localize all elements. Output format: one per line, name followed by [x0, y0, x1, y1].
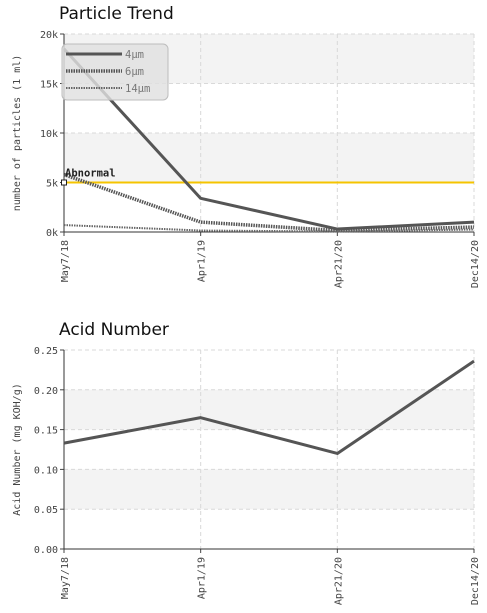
y-tick-label: 0.15 [34, 426, 58, 437]
series-line-1 [63, 172, 475, 233]
y-tick-label: 0.20 [34, 386, 58, 397]
y-tick-label: 0.00 [34, 545, 58, 556]
series-line-2 [63, 224, 475, 233]
y-axis-label: number of particles (1 ml) [12, 55, 23, 212]
series-line-0 [62, 47, 475, 231]
legend-label: 14µm [125, 83, 150, 95]
x-tick-label: Apr1/19 [197, 240, 208, 282]
grid-band [64, 133, 474, 183]
y-tick-label: 0k [46, 228, 58, 239]
abnormal-label: Abnormal [65, 168, 116, 180]
legend-label: 4µm [125, 49, 144, 61]
y-axis-label: Acid Number (mg KOH/g) [12, 383, 23, 515]
acid-number-title: Acid Number [59, 320, 169, 340]
legend-label: 6µm [125, 66, 144, 78]
y-tick-label: 20k [40, 30, 58, 41]
x-tick-label: May7/18 [60, 557, 71, 599]
y-tick-label: 15k [40, 80, 58, 91]
x-tick-label: Apr21/20 [333, 557, 344, 605]
y-tick-label: 0.10 [34, 465, 58, 476]
series-line-0 [63, 359, 475, 455]
x-tick-label: Apr1/19 [197, 557, 208, 599]
particle-trend-title: Particle Trend [59, 4, 174, 24]
y-tick-label: 0.25 [34, 346, 58, 357]
y-tick-label: 10k [40, 129, 58, 140]
y-tick-label: 5k [46, 179, 58, 190]
x-tick-label: Dec14/20 [470, 240, 481, 288]
particle-trend-chart: 0k 5k 10k 15k 20k May7/18 Apr1/19 Apr21/20 Dec14… [12, 30, 481, 288]
x-tick-label: Apr21/20 [333, 240, 344, 288]
grid-band [64, 469, 474, 510]
y-tick-label: 0.05 [34, 505, 58, 516]
x-tick-label: May7/18 [60, 240, 71, 282]
x-tick-label: Dec14/20 [470, 557, 481, 605]
abnormal-marker [61, 179, 67, 186]
grid-band [64, 389, 474, 430]
